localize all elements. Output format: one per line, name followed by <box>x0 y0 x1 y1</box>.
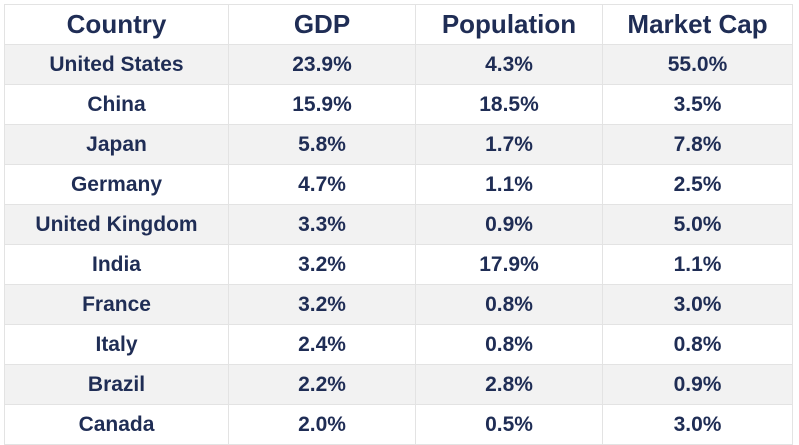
cell-gdp: 2.0% <box>228 404 416 445</box>
cell-market-cap: 0.9% <box>602 364 793 405</box>
cell-population: 18.5% <box>415 84 603 125</box>
table-row: India 3.2% 17.9% 1.1% <box>4 244 793 285</box>
table-row: China 15.9% 18.5% 3.5% <box>4 84 793 125</box>
cell-country: Brazil <box>4 364 229 405</box>
cell-gdp: 4.7% <box>228 164 416 205</box>
cell-gdp: 23.9% <box>228 44 416 85</box>
cell-gdp: 3.3% <box>228 204 416 245</box>
cell-population: 17.9% <box>415 244 603 285</box>
cell-population: 0.5% <box>415 404 603 445</box>
column-header-population: Population <box>415 4 603 45</box>
table-body: United States 23.9% 4.3% 55.0% China 15.… <box>4 44 793 445</box>
country-share-table: Country GDP Population Market Cap United… <box>4 4 793 445</box>
cell-market-cap: 3.0% <box>602 404 793 445</box>
cell-gdp: 2.2% <box>228 364 416 405</box>
table-row: Brazil 2.2% 2.8% 0.9% <box>4 364 793 405</box>
table-row: Germany 4.7% 1.1% 2.5% <box>4 164 793 205</box>
cell-population: 0.8% <box>415 284 603 325</box>
cell-market-cap: 7.8% <box>602 124 793 165</box>
cell-gdp: 3.2% <box>228 244 416 285</box>
cell-country: Canada <box>4 404 229 445</box>
table-row: United States 23.9% 4.3% 55.0% <box>4 44 793 85</box>
cell-gdp: 15.9% <box>228 84 416 125</box>
cell-population: 1.1% <box>415 164 603 205</box>
cell-country: France <box>4 284 229 325</box>
table-row: Canada 2.0% 0.5% 3.0% <box>4 404 793 445</box>
cell-population: 0.9% <box>415 204 603 245</box>
cell-country: Italy <box>4 324 229 365</box>
cell-country: China <box>4 84 229 125</box>
cell-country: United States <box>4 44 229 85</box>
column-header-gdp: GDP <box>228 4 416 45</box>
cell-country: Germany <box>4 164 229 205</box>
cell-market-cap: 2.5% <box>602 164 793 205</box>
table-row: Italy 2.4% 0.8% 0.8% <box>4 324 793 365</box>
cell-market-cap: 3.5% <box>602 84 793 125</box>
cell-market-cap: 5.0% <box>602 204 793 245</box>
cell-population: 1.7% <box>415 124 603 165</box>
cell-gdp: 3.2% <box>228 284 416 325</box>
cell-population: 2.8% <box>415 364 603 405</box>
cell-country: Japan <box>4 124 229 165</box>
cell-market-cap: 3.0% <box>602 284 793 325</box>
cell-market-cap: 1.1% <box>602 244 793 285</box>
cell-country: United Kingdom <box>4 204 229 245</box>
cell-country: India <box>4 244 229 285</box>
table-row: United Kingdom 3.3% 0.9% 5.0% <box>4 204 793 245</box>
column-header-country: Country <box>4 4 229 45</box>
table-row: Japan 5.8% 1.7% 7.8% <box>4 124 793 165</box>
cell-gdp: 2.4% <box>228 324 416 365</box>
cell-market-cap: 0.8% <box>602 324 793 365</box>
country-share-table-container: Country GDP Population Market Cap United… <box>4 4 793 445</box>
table-header: Country GDP Population Market Cap <box>4 4 793 45</box>
cell-population: 0.8% <box>415 324 603 365</box>
cell-market-cap: 55.0% <box>602 44 793 85</box>
column-header-market-cap: Market Cap <box>602 4 793 45</box>
cell-gdp: 5.8% <box>228 124 416 165</box>
header-row: Country GDP Population Market Cap <box>4 4 793 45</box>
cell-population: 4.3% <box>415 44 603 85</box>
table-row: France 3.2% 0.8% 3.0% <box>4 284 793 325</box>
